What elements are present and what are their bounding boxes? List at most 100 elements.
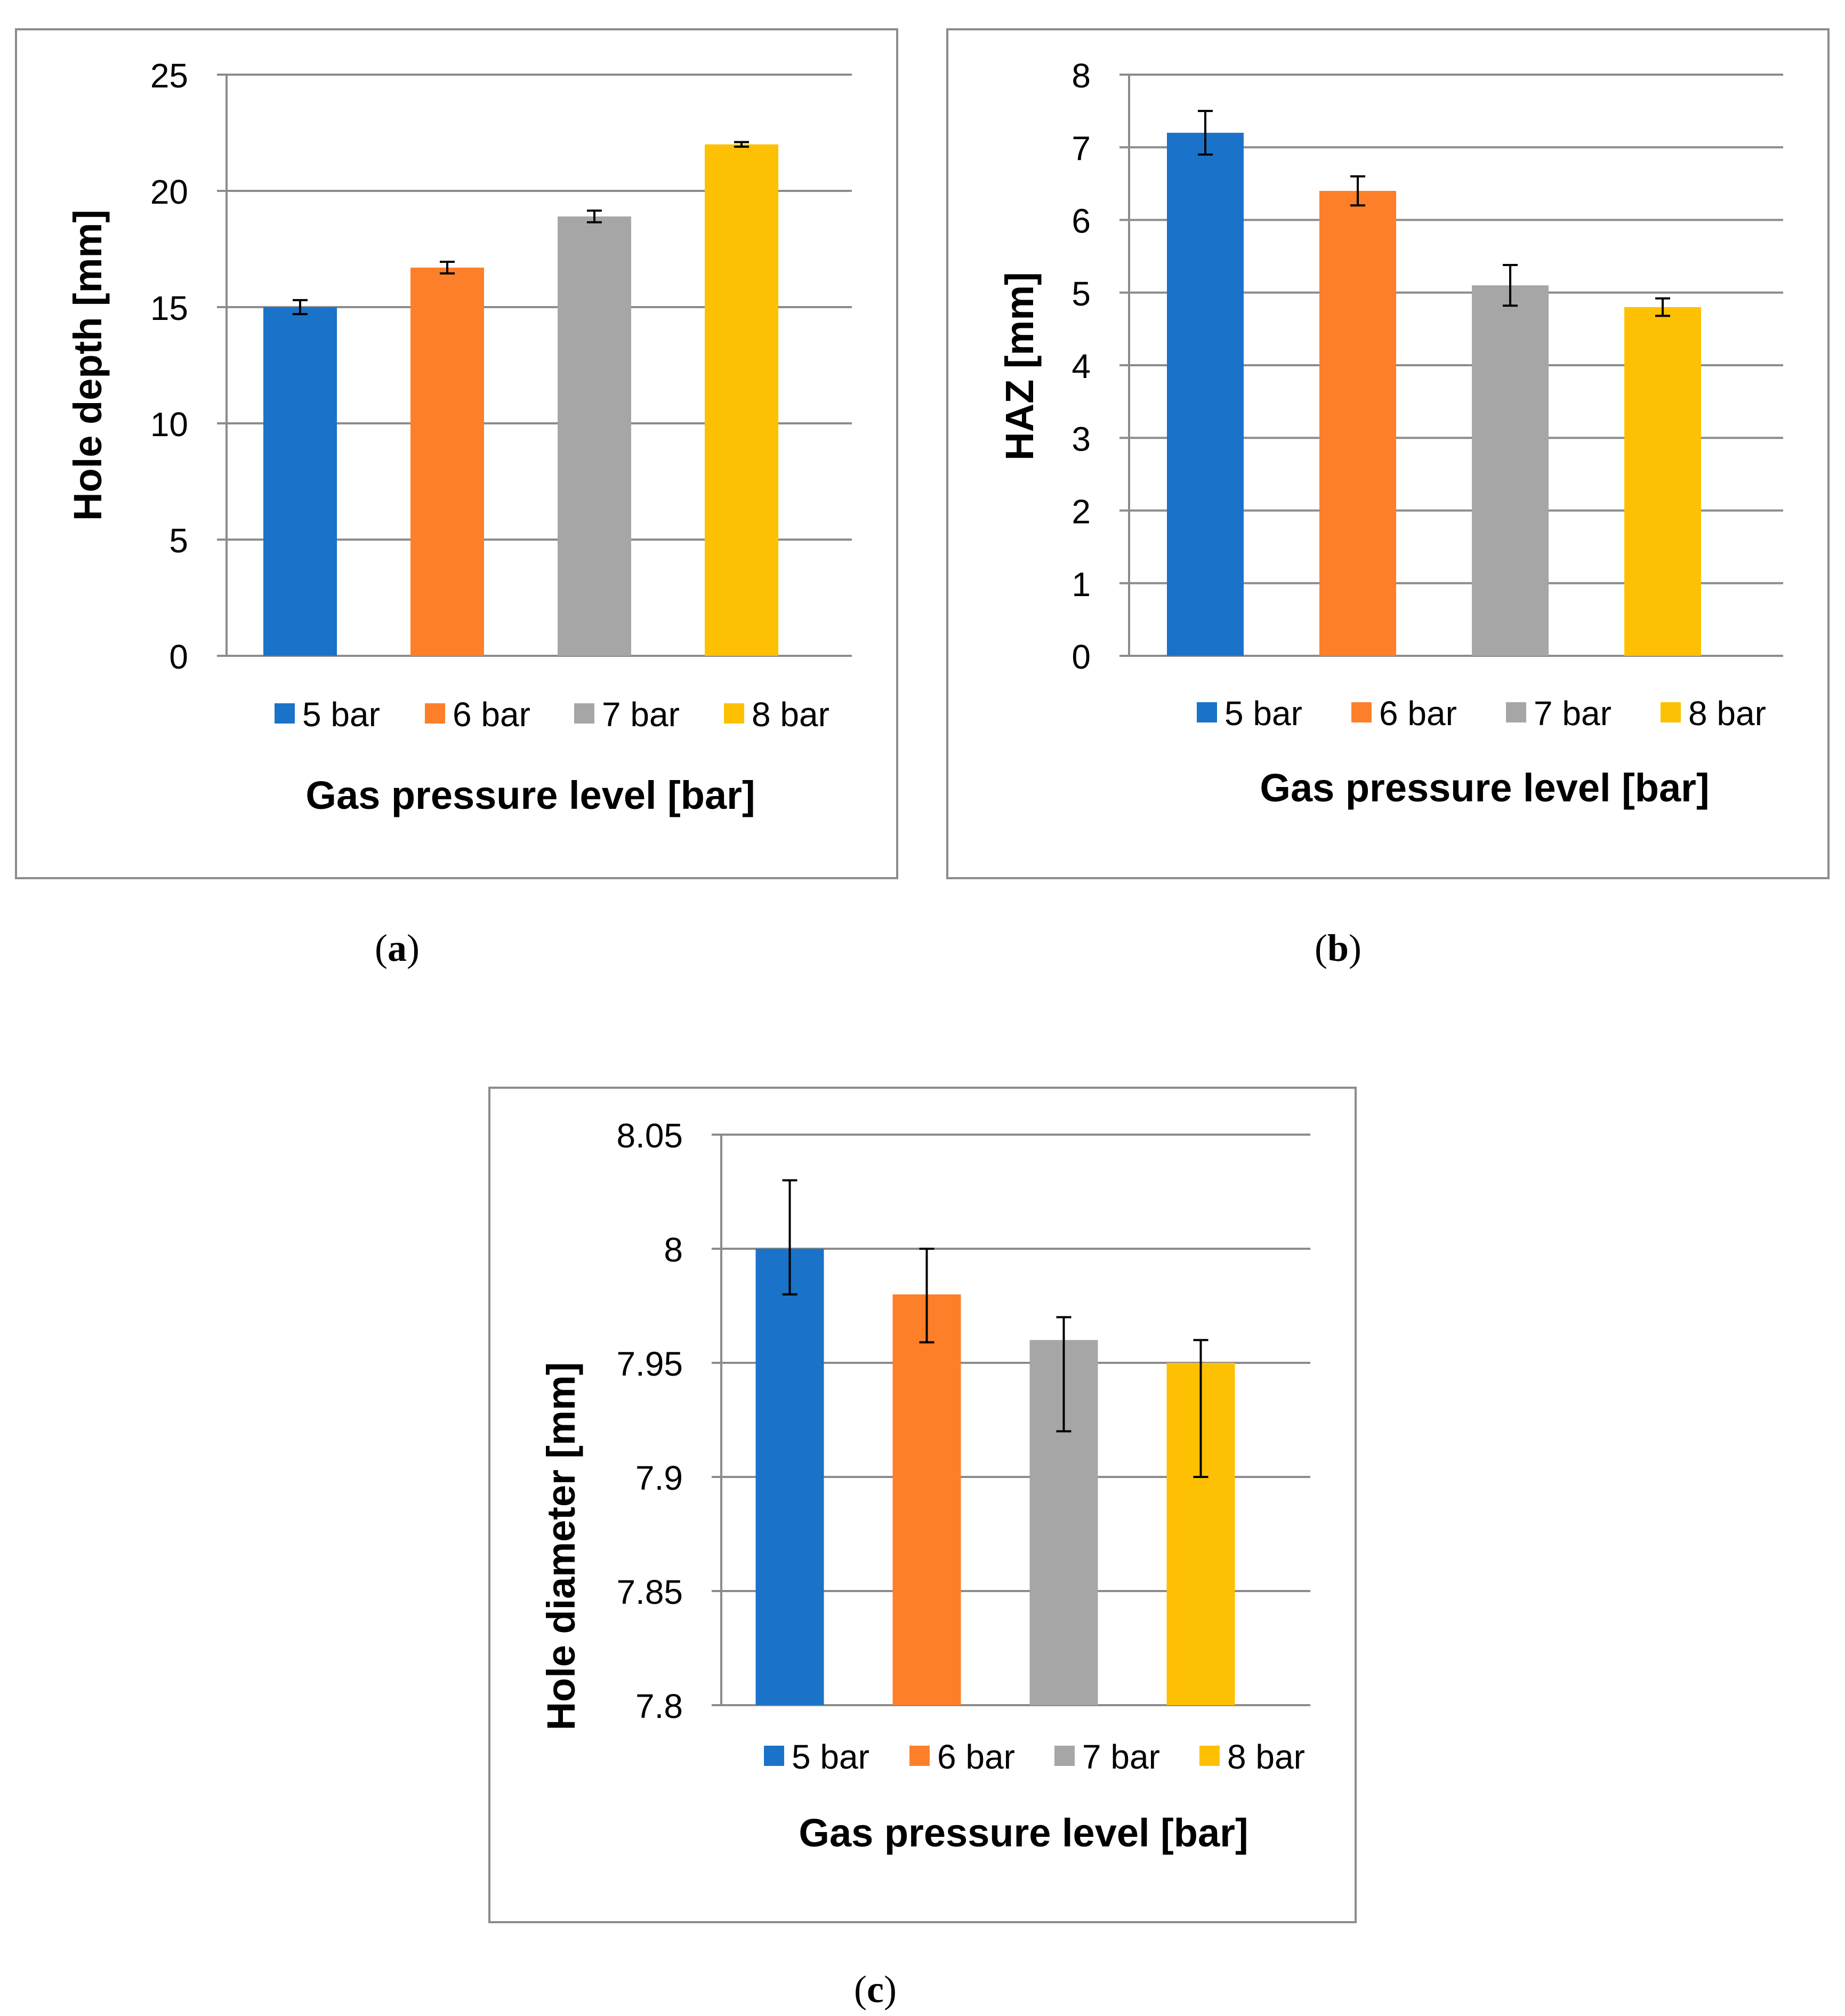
error-bar [734,141,749,148]
legend-item: 5 bar [1197,694,1302,733]
y-tick-label: 7.8 [635,1687,683,1725]
error-bar [919,1248,934,1344]
legend-label: 8 bar [1688,694,1766,733]
panel-b-y-axis-title: HAZ [mm] [997,272,1042,461]
legend-label: 8 bar [1227,1738,1305,1776]
bar-6-bar [410,267,484,656]
y-tick-label: 4 [1071,347,1091,385]
y-tick-label: 8 [1071,57,1091,95]
panel-a-error-bars [293,141,749,316]
panel-b-bars [1167,133,1701,656]
y-tick-label: 0 [169,638,188,676]
bar-7-bar [558,216,631,656]
y-tick-label: 2 [1071,493,1091,531]
legend-label: 6 bar [937,1738,1015,1776]
legend-swatch [1054,1746,1075,1766]
error-bar [782,1179,797,1296]
legend-swatch [275,703,295,724]
panel-c-bars [755,1249,1235,1705]
y-tick-label: 8.05 [616,1117,683,1155]
error-bar [440,260,455,275]
legend-swatch [1661,702,1681,722]
legend-label: 6 bar [453,695,530,734]
y-tick-label: 7.85 [616,1573,683,1611]
panel-c-y-axis-title: Hole diameter [mm] [539,1362,583,1731]
legend-item: 8 bar [1661,694,1766,733]
legend-label: 5 bar [302,695,380,734]
legend-swatch [1506,702,1526,722]
legend-item: 8 bar [724,695,829,734]
panel-a-y-ticks: 0 5 10 15 20 25 [150,57,188,676]
legend-item: 5 bar [275,695,380,734]
panel-a-caption: (a) [375,927,420,969]
y-tick-label: 6 [1071,202,1091,240]
legend-swatch [1197,702,1217,722]
y-tick-label: 15 [150,289,188,327]
legend-swatch [909,1746,930,1766]
panel-b-caption: (b) [1315,927,1361,969]
panel-c: 7.8 7.85 7.9 7.95 8 8.05 5 bar 6 bar 7 bar 8 bar… [488,1087,1357,2011]
legend-label: 8 bar [752,695,829,734]
legend-label: 5 bar [792,1738,869,1776]
panel-b-error-bars [1198,110,1670,317]
legend-item: 7 bar [1506,694,1612,733]
bar-6-bar [892,1294,961,1705]
panel-a-x-axis-title: Gas pressure level [bar] [305,773,755,817]
bar-8-bar [1624,307,1701,656]
error-bar [1056,1316,1071,1433]
bar-5-bar [263,307,337,656]
legend-item: 7 bar [574,695,680,734]
panel-c-legend: 5 bar 6 bar 7 bar 8 bar [764,1738,1305,1776]
error-bar [1193,1339,1208,1478]
y-tick-label: 3 [1071,420,1091,458]
error-bar [1655,297,1670,317]
legend-label: 5 bar [1224,694,1302,733]
y-tick-label: 5 [169,521,188,560]
legend-item: 8 bar [1199,1738,1305,1776]
legend-item: 6 bar [425,695,530,734]
y-tick-label: 25 [150,57,188,95]
legend-swatch [1351,702,1372,722]
panel-b-legend: 5 bar 6 bar 7 bar 8 bar [1197,694,1766,733]
y-tick-label: 10 [150,405,188,444]
legend-swatch [574,703,594,724]
y-tick-label: 0 [1071,638,1091,676]
bar-6-bar [1319,191,1396,656]
legend-swatch [764,1746,784,1766]
legend-item: 6 bar [1351,694,1457,733]
legend-swatch [724,703,744,724]
error-bar [587,210,602,223]
error-bar [1198,110,1213,156]
legend-item: 5 bar [764,1738,869,1776]
panel-b-y-ticks: 0 1 2 3 4 5 6 7 8 [1071,57,1091,676]
panel-c-error-bars [782,1179,1208,1478]
panel-c-x-axis-title: Gas pressure level [bar] [799,1811,1248,1855]
y-tick-label: 5 [1071,275,1091,313]
y-tick-label: 1 [1071,565,1091,604]
y-tick-label: 8 [664,1231,683,1269]
legend-label: 7 bar [1082,1738,1160,1776]
legend-label: 7 bar [602,695,680,734]
panel-a-y-axis-title: Hole depth [mm] [66,210,110,521]
bar-5-bar [755,1249,824,1705]
y-tick-label: 7.9 [635,1459,683,1497]
legend-item: 7 bar [1054,1738,1160,1776]
legend-label: 6 bar [1379,694,1457,733]
panel-a: 0 5 10 15 20 25 5 bar 6 bar 7 bar 8 bar Hole dep… [15,28,898,969]
panel-c-y-ticks: 7.8 7.85 7.9 7.95 8 8.05 [616,1117,683,1725]
error-bar [1503,263,1518,307]
legend-item: 6 bar [909,1738,1015,1776]
legend-swatch [425,703,445,724]
legend-label: 7 bar [1534,694,1612,733]
panel-c-caption: (c) [854,1968,897,2011]
panel-b-x-axis-title: Gas pressure level [bar] [1260,766,1709,810]
panel-a-bars [263,144,778,656]
y-tick-label: 7.95 [616,1345,683,1383]
y-tick-label: 20 [150,173,188,211]
bar-5-bar [1167,133,1244,656]
bar-8-bar [705,144,778,656]
panel-a-legend: 5 bar 6 bar 7 bar 8 bar [275,695,829,734]
error-bar [1350,175,1365,207]
